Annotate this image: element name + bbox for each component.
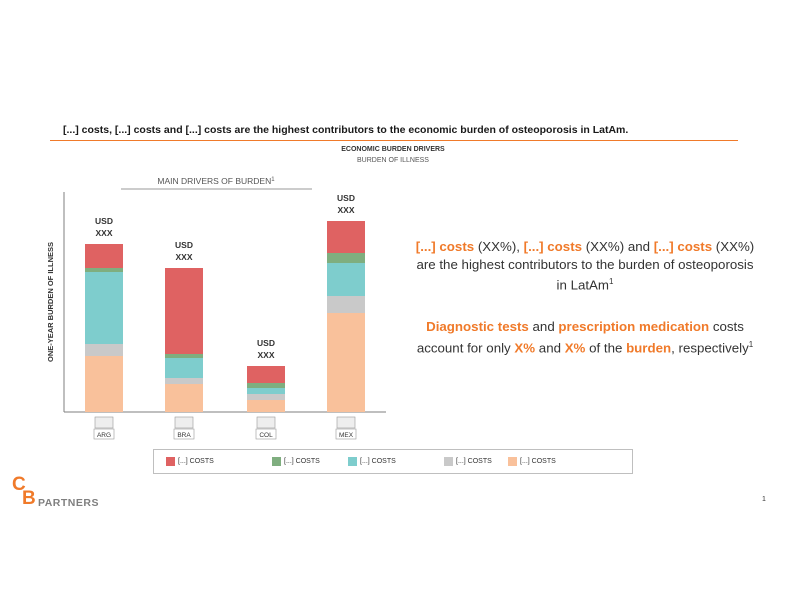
callout-text-2: [...] costs xyxy=(523,239,583,254)
legend-swatch xyxy=(508,457,517,466)
callout-drivers: [...] costs (XX%), [...] costs (XX%) and… xyxy=(412,238,758,294)
flag-mex-icon xyxy=(336,416,356,429)
bar-bra-segment-2 xyxy=(165,358,203,378)
bar-arg-segment-1 xyxy=(85,344,123,356)
total-label-bra: USD XXX xyxy=(175,240,193,262)
callout-text-2: prescription medication xyxy=(558,319,710,334)
bar-col-segment-4 xyxy=(247,366,285,383)
callout-text-5: and xyxy=(535,339,565,355)
footnote-ref: 1 xyxy=(609,277,614,286)
bar-mex-segment-1 xyxy=(327,296,365,313)
callout-text-1: and xyxy=(528,319,559,334)
legend-swatch xyxy=(348,457,357,466)
bar-bra-segment-0 xyxy=(165,384,203,412)
bar-arg-segment-0 xyxy=(85,356,123,412)
total-label-arg: USD XXX xyxy=(95,216,113,238)
legend-swatch xyxy=(444,457,453,466)
bar-bra-segment-4 xyxy=(165,268,203,354)
bar-arg-segment-4 xyxy=(85,244,123,268)
legend-label: [...] COSTS xyxy=(456,458,492,465)
callout-diagnostic: Diagnostic tests and prescription medica… xyxy=(412,318,758,356)
tick-label-col: COL xyxy=(259,432,273,439)
flag-col-icon xyxy=(256,416,276,429)
legend-item-1: [...] COSTS xyxy=(272,457,320,466)
legend-label: [...] COSTS xyxy=(520,458,556,465)
bar-arg-segment-3 xyxy=(85,268,123,272)
flag-bra-icon xyxy=(174,416,194,429)
total-label-col: USD XXX xyxy=(257,338,275,360)
bar-col-segment-2 xyxy=(247,388,285,394)
bar-bra-segment-1 xyxy=(165,378,203,384)
headline-divider xyxy=(50,140,738,141)
country-box-mex xyxy=(335,428,357,440)
legend-label: [...] COSTS xyxy=(360,458,396,465)
bar-mex-segment-0 xyxy=(327,313,365,412)
legend-item-2: [...] COSTS xyxy=(348,457,396,466)
footnote-ref: 1 xyxy=(748,339,754,349)
legend-item-3: [...] COSTS xyxy=(444,457,492,466)
legend-item-4: [...] COSTS xyxy=(508,457,556,466)
bar-arg-segment-2 xyxy=(85,272,123,344)
chart-subtitle: BURDEN OF ILLNESS xyxy=(357,157,429,164)
chart-legend: [...] COSTS [...] COSTS [...] COSTS [...] C… xyxy=(153,449,633,474)
bar-col-segment-0 xyxy=(247,400,285,412)
callout-text-7: of the xyxy=(585,339,627,355)
logo-text: PARTNERS xyxy=(38,497,99,509)
legend-swatch xyxy=(272,457,281,466)
callout-text-4: [...] costs xyxy=(653,239,713,254)
page-number: 1 xyxy=(762,496,766,503)
callout-text-9: , respectively xyxy=(671,339,749,355)
flag-arg-icon xyxy=(94,416,114,429)
bar-bra-segment-3 xyxy=(165,354,203,358)
legend-swatch xyxy=(166,457,175,466)
y-axis-label: ONE-YEAR BURDEN OF ILLNESS xyxy=(46,242,55,362)
country-box-col xyxy=(255,428,277,440)
callout-text-1: (XX%), xyxy=(474,239,524,254)
callout-text-3: (XX%) and xyxy=(582,239,654,254)
callout-text-3: costs account for only xyxy=(416,319,744,355)
legend-label: [...] COSTS xyxy=(284,458,320,465)
tick-label-mex: MEX xyxy=(339,432,354,439)
callout-text-4: X% xyxy=(514,339,536,355)
tick-label-arg: ARG xyxy=(97,432,111,439)
country-box-arg xyxy=(93,428,115,440)
bar-mex-segment-3 xyxy=(327,253,365,263)
callout-text-6: X% xyxy=(564,339,586,355)
total-label-mex: USD XXX xyxy=(337,193,355,215)
chart-title: ECONOMIC BURDEN DRIVERS xyxy=(341,146,445,153)
legend-item-0: [...] COSTS xyxy=(166,457,214,466)
slide-headline: [...] costs, [...] costs and [...] costs… xyxy=(63,124,629,136)
legend-label: [...] COSTS xyxy=(178,458,214,465)
callout-text-0: Diagnostic tests xyxy=(426,319,529,334)
bar-mex-segment-4 xyxy=(327,221,365,253)
callout-text-5: (XX%) are the highest contributors to th… xyxy=(416,239,755,293)
logo-letter-c: C xyxy=(12,474,26,495)
tick-label-bra: BRA xyxy=(177,432,191,439)
drivers-bracket-label: MAIN DRIVERS OF BURDEN1 xyxy=(157,176,275,186)
logo-letter-b: B xyxy=(22,488,36,509)
country-box-bra xyxy=(173,428,195,440)
bar-mex-segment-2 xyxy=(327,263,365,296)
bar-col-segment-1 xyxy=(247,394,285,400)
bar-col-segment-3 xyxy=(247,383,285,388)
cb-partners-logo: C B PARTNERS xyxy=(12,474,122,514)
callout-text-8: burden xyxy=(626,339,672,355)
callout-text-0: [...] costs xyxy=(415,239,475,254)
